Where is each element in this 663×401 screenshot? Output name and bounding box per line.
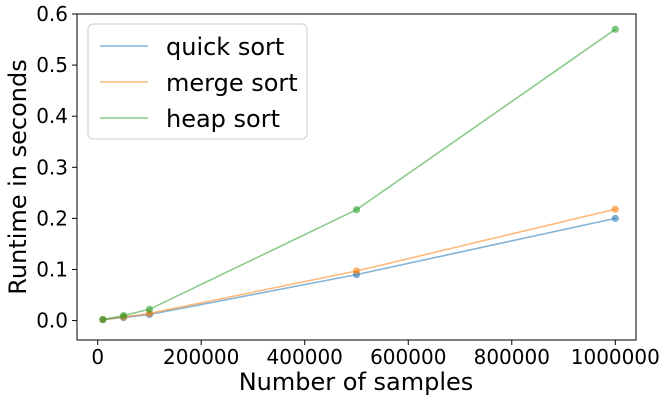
x-tick-label: 1000000 (571, 345, 660, 369)
y-tick-label: 0.5 (36, 53, 68, 77)
series-layer (99, 25, 619, 324)
legend-box (87, 23, 308, 140)
y-tick-label: 0.2 (36, 206, 68, 230)
y-tick-label: 0.6 (36, 2, 68, 26)
legend: quick sort merge sort heap sort (87, 23, 308, 140)
x-tick-label: 0 (91, 345, 104, 369)
legend-label-merge-sort: merge sort (166, 69, 298, 97)
data-point-heap-sort (611, 25, 619, 33)
data-point-heap-sort (119, 311, 128, 320)
data-point-heap-sort (99, 315, 107, 324)
y-tick-label: 0.0 (36, 309, 68, 333)
x-tick-label: 600000 (370, 345, 446, 369)
legend-label-quick-sort: quick sort (166, 33, 284, 61)
y-tick-label: 0.4 (36, 104, 68, 128)
y-axis-label: Runtime in seconds (4, 59, 32, 294)
data-point-heap-sort (145, 305, 154, 313)
x-tick-label: 800000 (474, 345, 550, 369)
legend-label-heap-sort: heap sort (166, 105, 280, 133)
y-tick-label: 0.3 (36, 155, 68, 179)
x-axis-label: Number of samples (239, 368, 474, 396)
data-point-heap-sort (352, 206, 361, 214)
data-point-merge-sort (611, 205, 619, 213)
x-tick-label: 200000 (163, 345, 239, 369)
y-tick-label: 0.1 (36, 257, 68, 281)
data-point-quick-sort (611, 214, 619, 222)
x-axis: 0 200000 400000 600000 800000 1000000 (91, 340, 660, 369)
x-tick-label: 400000 (267, 345, 343, 369)
data-point-merge-sort (352, 267, 361, 275)
y-axis: 0.0 0.1 0.2 0.3 0.4 0.5 0.6 (36, 2, 77, 333)
